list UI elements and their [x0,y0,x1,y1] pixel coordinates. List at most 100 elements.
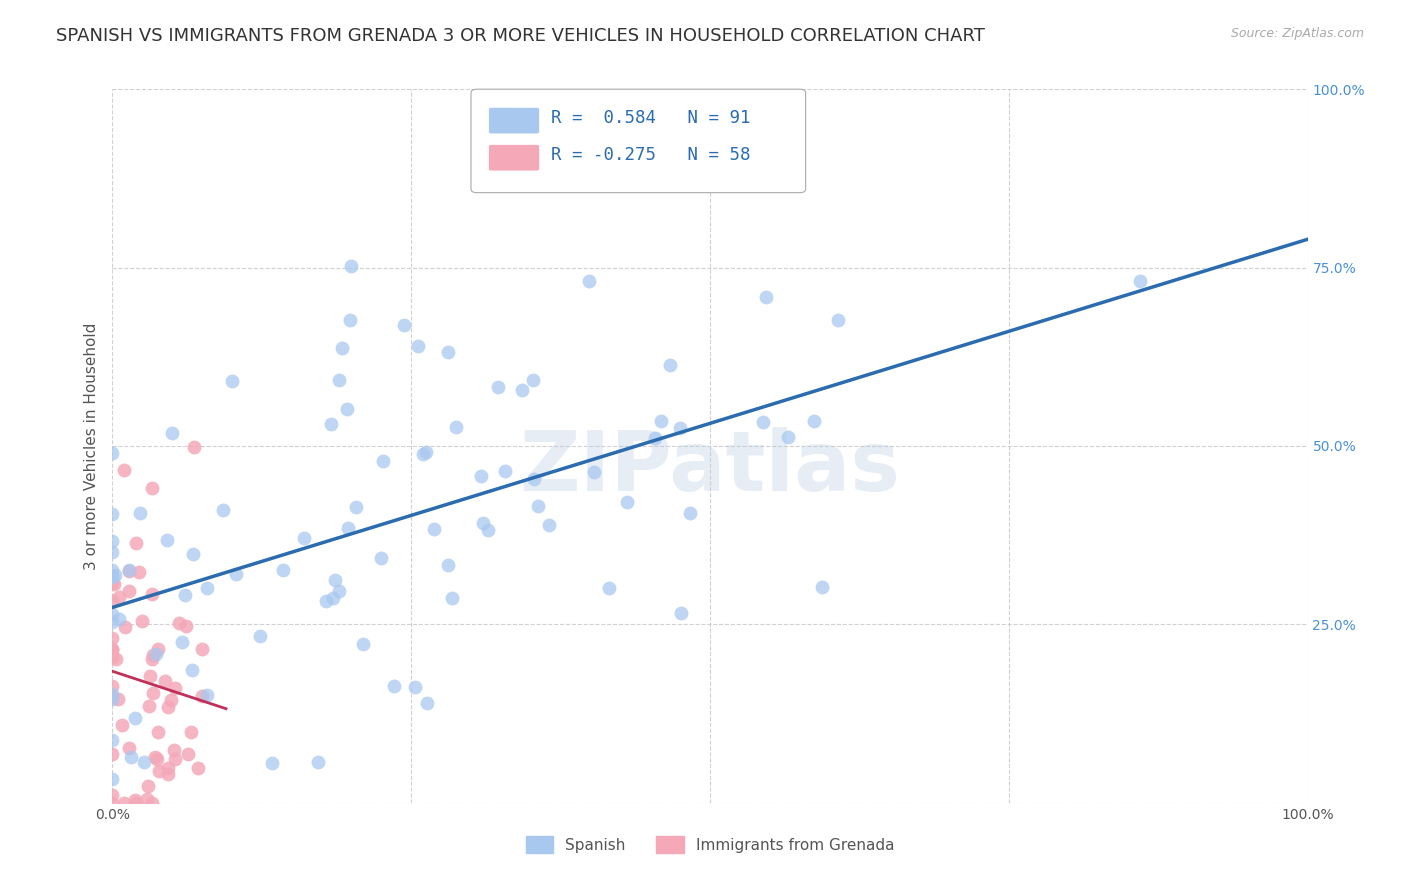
Point [273,564,295,578]
Point [101,650,124,665]
Point [101,607,124,622]
Point [141,481,163,495]
Point [128,565,150,579]
Point [112,796,135,810]
FancyBboxPatch shape [489,108,538,134]
Point [101,563,124,577]
Point [136,791,159,805]
Point [101,632,124,646]
Point [101,570,124,584]
Point [134,755,156,769]
Point [101,615,124,629]
Point [120,750,142,764]
Point [382,679,405,693]
Point [148,725,170,739]
Point [444,420,467,434]
Point [101,772,124,786]
Point [751,415,773,429]
Point [470,469,492,483]
Point [148,642,170,657]
Point [101,594,124,608]
Point [616,495,638,509]
Point [107,611,129,625]
Text: R = -0.275   N = 58: R = -0.275 N = 58 [551,146,751,164]
Point [678,506,700,520]
Point [416,696,439,710]
Point [156,533,179,548]
Point [344,500,367,515]
Point [128,506,150,520]
Point [1129,275,1152,289]
Point [145,647,167,661]
Point [658,358,681,372]
Point [160,425,183,440]
Point [108,591,131,605]
Point [138,698,160,713]
Point [141,796,163,810]
Point [307,755,329,769]
Point [153,673,176,688]
Point [650,414,672,428]
Point [471,516,494,530]
Point [124,793,146,807]
Point [578,274,600,288]
Point [486,379,509,393]
Point [803,414,825,428]
FancyBboxPatch shape [489,145,538,170]
Point [160,692,183,706]
Point [423,522,446,536]
FancyBboxPatch shape [471,89,806,193]
Point [582,465,605,479]
Point [527,499,550,513]
Point [101,679,124,693]
Point [101,445,124,459]
Point [195,581,218,595]
Point [112,463,135,477]
Point [195,688,218,702]
Point [412,447,434,461]
Point [101,507,124,521]
Point [142,686,165,700]
Point [755,290,778,304]
Point [101,690,124,705]
Point [124,796,146,810]
Point [101,643,124,657]
Point [441,591,464,606]
Point [105,652,128,666]
Point [163,752,186,766]
Point [101,747,124,761]
Point [339,259,361,273]
Point [408,339,430,353]
Point [174,618,197,632]
Point [352,637,374,651]
Point [330,342,353,356]
Point [523,472,546,486]
Point [104,568,127,582]
Point [172,635,194,649]
Point [262,756,284,770]
Text: Source: ZipAtlas.com: Source: ZipAtlas.com [1230,27,1364,40]
Point [669,421,692,435]
Point [142,648,165,662]
Point [118,564,141,578]
Point [538,518,561,533]
Point [249,629,271,643]
Point [107,691,129,706]
Point [437,558,460,573]
Point [336,521,359,535]
Point [139,669,162,683]
Point [101,569,124,583]
Point [415,444,437,458]
Point [124,711,146,725]
Point [111,718,134,732]
Point [101,641,124,656]
Point [118,563,141,577]
Y-axis label: 3 or more Vehicles in Household: 3 or more Vehicles in Household [83,322,98,570]
Point [101,576,124,591]
Point [118,740,141,755]
Point [221,374,243,388]
Point [776,429,799,443]
Point [101,788,124,802]
Point [101,692,124,706]
Point [671,606,693,620]
